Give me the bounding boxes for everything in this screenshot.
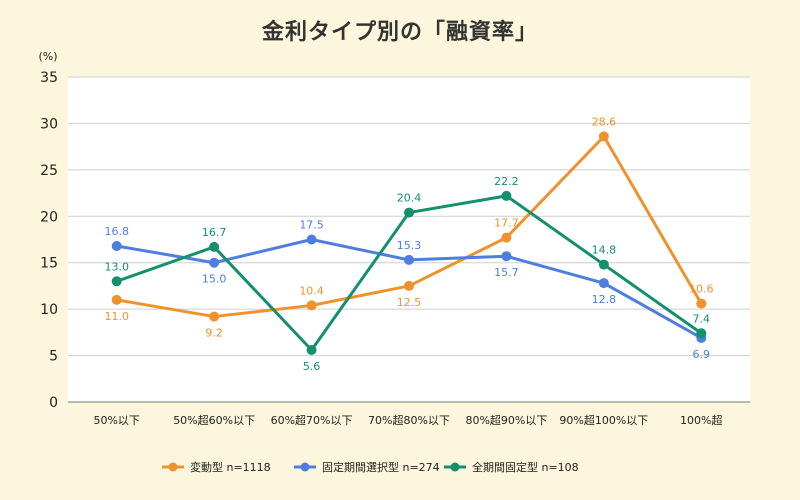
data-point [501,190,512,201]
data-label: 20.4 [397,192,422,205]
x-category-label: 50%以下 [93,414,139,427]
data-point [209,311,220,322]
data-point [696,328,707,339]
data-label: 15.0 [202,273,227,286]
data-point [501,232,512,243]
data-point [598,131,609,142]
y-tick-label: 10 [40,302,58,318]
x-category-label: 90%超100%以下 [559,413,648,427]
data-point [209,257,220,268]
y-tick-label: 35 [40,70,58,86]
data-label: 6.9 [693,348,711,361]
data-label: 17.5 [299,219,324,232]
data-point [306,234,317,245]
data-label: 22.2 [494,175,519,188]
data-label: 15.7 [494,266,519,279]
legend-swatch-marker [168,462,178,472]
data-label: 12.8 [592,293,617,306]
data-point [404,280,414,291]
data-label: 15.3 [397,239,422,252]
plot-area [68,77,750,402]
data-label: 17.7 [494,217,519,230]
data-label: 5.6 [303,360,321,373]
data-point [111,294,122,305]
data-point [404,254,414,265]
data-label: 12.5 [397,296,422,309]
data-label: 13.0 [104,260,129,273]
data-label: 16.8 [104,225,129,238]
data-point [598,259,609,270]
chart-title: 金利タイプ別の「融資率」 [261,20,538,45]
data-point [404,207,414,218]
x-category-label: 70%超80%以下 [368,413,450,427]
data-label: 28.6 [592,115,617,128]
data-label: 7.4 [693,312,711,325]
y-tick-label: 25 [40,163,58,179]
data-label: 9.2 [205,327,223,340]
legend-swatch-marker [300,462,310,472]
data-label: 16.7 [202,226,227,239]
y-tick-label: 0 [49,395,58,411]
data-point [598,278,609,289]
legend-swatch-marker [450,462,460,472]
x-category-label: 60%超70%以下 [271,413,353,427]
y-tick-label: 30 [40,116,58,132]
y-tick-label: 15 [40,256,58,272]
data-point [209,241,220,252]
y-tick-label: 20 [40,209,58,225]
data-point [501,251,512,262]
legend-entry: 変動型 n=1118 [190,460,271,474]
data-point [306,345,317,355]
data-point [111,276,122,287]
legend-entry: 全期間固定型 n=108 [472,460,579,474]
x-category-label: 80%超90%以下 [465,413,547,427]
y-axis-unit-label: (%) [38,50,57,63]
data-point [696,298,707,309]
data-label: 11.0 [104,310,129,323]
data-label: 10.4 [299,284,324,297]
y-tick-label: 5 [49,349,58,365]
data-point [306,300,317,311]
legend-entry: 固定期間選択型 n=274 [322,460,440,474]
x-category-label: 100%超 [680,413,722,427]
data-label: 10.6 [689,283,714,296]
data-label: 14.8 [592,244,617,257]
data-point [111,241,122,251]
x-category-label: 50%超60%以下 [173,413,255,427]
